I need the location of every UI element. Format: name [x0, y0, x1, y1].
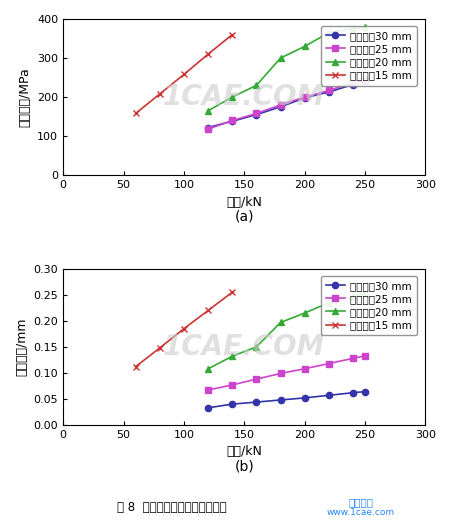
- 卡瓦间距15 mm: [157, 345, 162, 351]
- X-axis label: 载荷/kN: 载荷/kN: [226, 196, 262, 209]
- Y-axis label: 最大应力/MPa: 最大应力/MPa: [18, 67, 32, 127]
- 卡瓦间距20 mm: [205, 366, 211, 372]
- 卡瓦间距25 mm: [302, 366, 308, 372]
- Line: 卡瓦间距25 mm: 卡瓦间距25 mm: [205, 353, 368, 393]
- Text: 图 8  载荷与最大应力、变形关系: 图 8 载荷与最大应力、变形关系: [116, 501, 226, 514]
- 卡瓦间距20 mm: [302, 43, 308, 49]
- Text: (a): (a): [235, 210, 254, 224]
- Line: 卡瓦间距15 mm: 卡瓦间距15 mm: [133, 32, 235, 116]
- 卡瓦间距20 mm: [230, 94, 235, 100]
- 卡瓦间距30 mm: [230, 118, 235, 124]
- Legend: 卡瓦间距30 mm, 卡瓦间距25 mm, 卡瓦间距20 mm, 卡瓦间距15 mm: 卡瓦间距30 mm, 卡瓦间距25 mm, 卡瓦间距20 mm, 卡瓦间距15 …: [321, 26, 417, 86]
- 卡瓦间距20 mm: [363, 24, 368, 30]
- 卡瓦间距30 mm: [363, 77, 368, 84]
- Text: www.1cae.com: www.1cae.com: [327, 509, 395, 517]
- 卡瓦间距30 mm: [205, 124, 211, 131]
- 卡瓦间距20 mm: [326, 30, 331, 36]
- 卡瓦间距25 mm: [230, 382, 235, 388]
- 卡瓦间距30 mm: [326, 392, 331, 398]
- Text: 仿真在线: 仿真在线: [348, 497, 373, 507]
- 卡瓦间距30 mm: [254, 399, 259, 405]
- 卡瓦间距30 mm: [205, 405, 211, 411]
- 卡瓦间距25 mm: [363, 353, 368, 359]
- 卡瓦间距20 mm: [302, 310, 308, 316]
- 卡瓦间距30 mm: [363, 388, 368, 395]
- 卡瓦间距15 mm: [181, 71, 187, 77]
- Legend: 卡瓦间距30 mm, 卡瓦间距25 mm, 卡瓦间距20 mm, 卡瓦间距15 mm: 卡瓦间距30 mm, 卡瓦间距25 mm, 卡瓦间距20 mm, 卡瓦间距15 …: [321, 276, 417, 335]
- Y-axis label: 最大应变/mm: 最大应变/mm: [15, 318, 28, 376]
- Line: 卡瓦间距15 mm: 卡瓦间距15 mm: [133, 289, 235, 370]
- 卡瓦间距20 mm: [205, 108, 211, 114]
- Line: 卡瓦间距20 mm: 卡瓦间距20 mm: [205, 291, 368, 372]
- 卡瓦间距20 mm: [350, 25, 356, 32]
- 卡瓦间距20 mm: [350, 293, 356, 300]
- 卡瓦间距25 mm: [326, 87, 331, 94]
- 卡瓦间距25 mm: [254, 376, 259, 382]
- 卡瓦间距20 mm: [254, 82, 259, 88]
- 卡瓦间距20 mm: [363, 291, 368, 297]
- 卡瓦间距30 mm: [350, 389, 356, 396]
- 卡瓦间距15 mm: [133, 110, 138, 116]
- 卡瓦间距30 mm: [278, 103, 283, 110]
- 卡瓦间距30 mm: [230, 401, 235, 407]
- Line: 卡瓦间距30 mm: 卡瓦间距30 mm: [205, 388, 368, 411]
- 卡瓦间距20 mm: [278, 319, 283, 326]
- 卡瓦间距25 mm: [254, 110, 259, 116]
- 卡瓦间距25 mm: [350, 80, 356, 86]
- 卡瓦间距20 mm: [254, 344, 259, 350]
- Line: 卡瓦间距20 mm: 卡瓦间距20 mm: [205, 24, 368, 114]
- 卡瓦间距15 mm: [230, 32, 235, 38]
- 卡瓦间距15 mm: [230, 289, 235, 295]
- 卡瓦间距25 mm: [230, 118, 235, 124]
- Text: 1CAE.COM: 1CAE.COM: [163, 333, 326, 361]
- 卡瓦间距20 mm: [230, 353, 235, 359]
- 卡瓦间距20 mm: [326, 300, 331, 306]
- 卡瓦间距25 mm: [205, 126, 211, 132]
- 卡瓦间距25 mm: [363, 77, 368, 83]
- 卡瓦间距25 mm: [278, 370, 283, 376]
- 卡瓦间距15 mm: [157, 91, 162, 97]
- 卡瓦间距30 mm: [302, 395, 308, 401]
- 卡瓦间距20 mm: [278, 55, 283, 61]
- 卡瓦间距15 mm: [205, 307, 211, 314]
- 卡瓦间距25 mm: [278, 102, 283, 108]
- 卡瓦间距25 mm: [326, 360, 331, 367]
- Text: (b): (b): [235, 459, 254, 473]
- Line: 卡瓦间距25 mm: 卡瓦间距25 mm: [205, 77, 368, 132]
- 卡瓦间距30 mm: [326, 89, 331, 95]
- 卡瓦间距30 mm: [254, 111, 259, 118]
- 卡瓦间距25 mm: [302, 94, 308, 100]
- 卡瓦间距25 mm: [350, 355, 356, 361]
- 卡瓦间距15 mm: [181, 326, 187, 332]
- 卡瓦间距30 mm: [350, 82, 356, 88]
- X-axis label: 载荷/kN: 载荷/kN: [226, 445, 262, 458]
- 卡瓦间距30 mm: [302, 95, 308, 101]
- Line: 卡瓦间距30 mm: 卡瓦间距30 mm: [205, 77, 368, 131]
- 卡瓦间距30 mm: [278, 397, 283, 403]
- Text: 1CAE.COM: 1CAE.COM: [163, 83, 326, 111]
- 卡瓦间距25 mm: [205, 387, 211, 393]
- 卡瓦间距15 mm: [205, 51, 211, 57]
- 卡瓦间距15 mm: [133, 363, 138, 370]
